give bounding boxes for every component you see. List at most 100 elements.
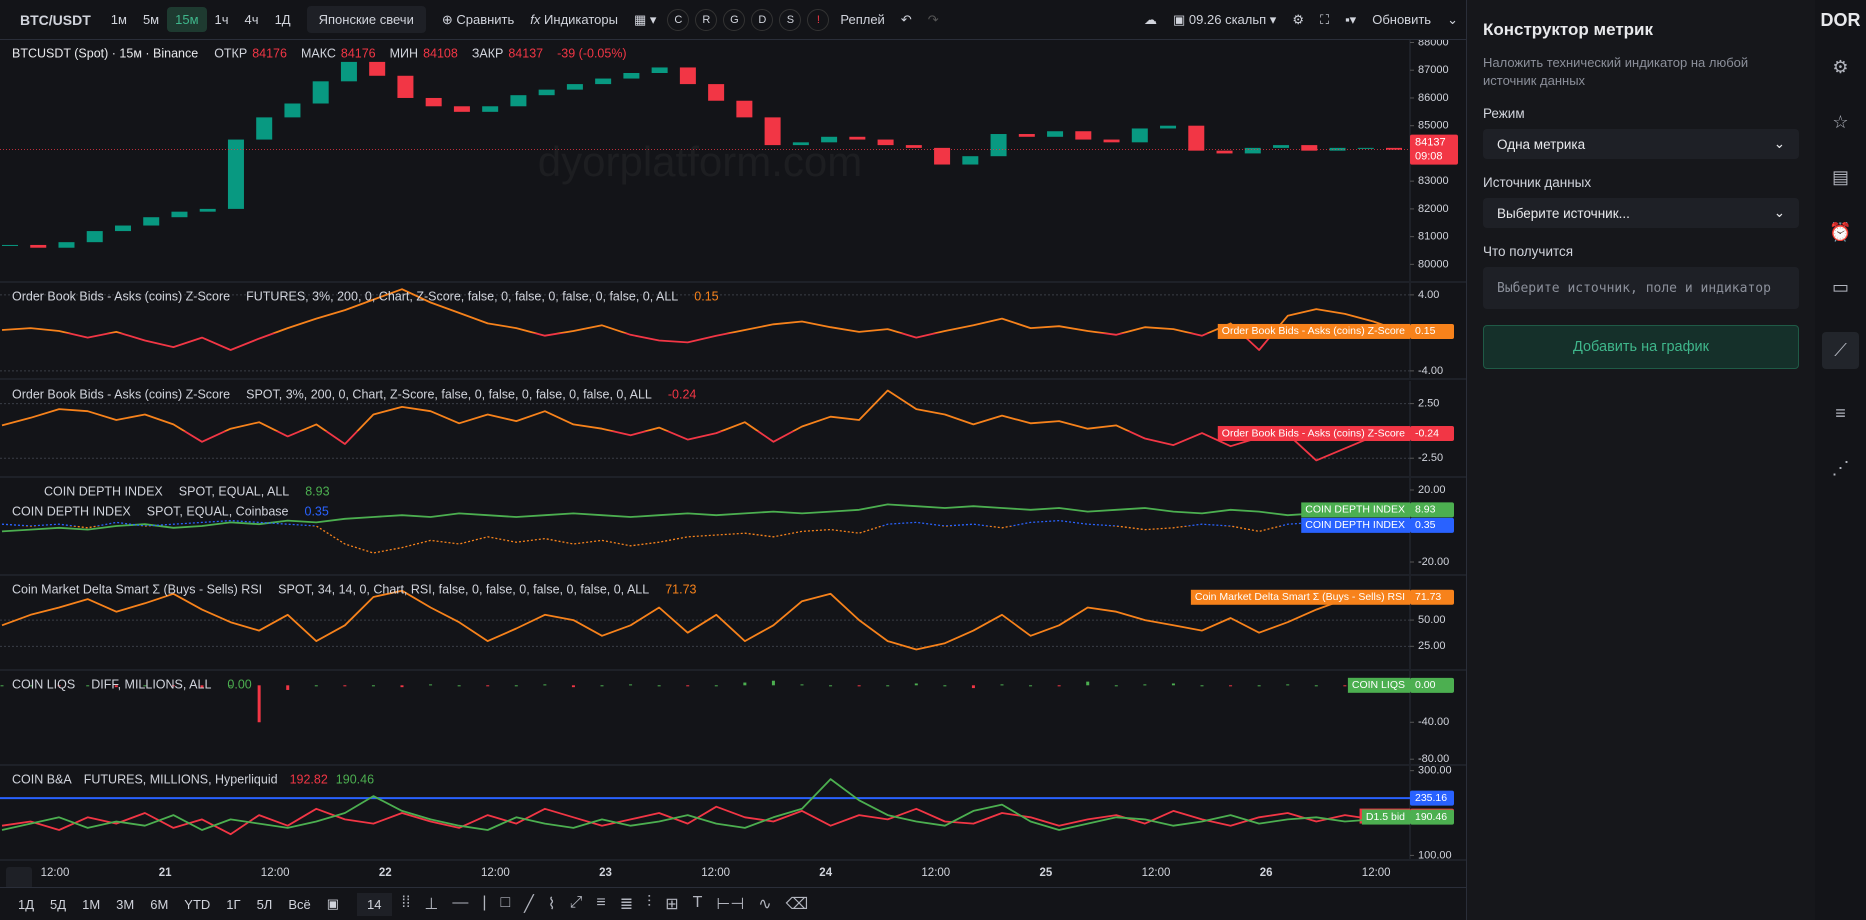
bar (229, 685, 233, 687)
range[interactable]: YTD (184, 896, 211, 912)
bar (257, 685, 261, 723)
tool[interactable]: ⤢ (569, 894, 583, 911)
candle (934, 147, 951, 165)
result-input[interactable]: Выберите источник, поле и индикатор (1483, 267, 1799, 309)
timeframe[interactable]: 1м (110, 12, 127, 27)
legend-name: Order Book Bids - Asks (coins) Z-Score (12, 387, 230, 401)
range[interactable]: 5Л (256, 896, 273, 912)
candle (58, 242, 75, 248)
legend-params: SPOT, 3%, 200, 0, Chart, Z-Score, false,… (246, 387, 652, 401)
timeframe[interactable]: 1ч (214, 12, 229, 27)
range[interactable]: 1Д (18, 896, 35, 912)
chart-area: 80000 81000 82000 83000 85000 86000 87000 88000… (0, 40, 1466, 887)
icon[interactable]: ≡ (1835, 403, 1846, 423)
flag[interactable]: S (779, 8, 802, 31)
tool[interactable]: | (482, 894, 487, 911)
candle (962, 156, 979, 165)
tool[interactable]: ⁞⁞ (401, 894, 411, 911)
icon[interactable]: ⋰ (1831, 458, 1850, 478)
fullscreen[interactable]: ⛶ (1319, 11, 1330, 27)
candle (1047, 131, 1064, 137)
bar (1171, 683, 1175, 686)
tool[interactable]: T (692, 894, 703, 911)
icon[interactable]: ▭ (1831, 277, 1849, 297)
tool[interactable]: ⌫ (785, 896, 809, 913)
tool[interactable]: ⊢⊣ (716, 896, 745, 913)
pane-title: COIN B&A (12, 772, 72, 786)
icon[interactable]: ⚙ (1832, 57, 1849, 77)
time-label: 22 (379, 867, 392, 879)
series-line (1, 389, 1403, 462)
bar (29, 685, 33, 687)
time-label: 21 (159, 867, 172, 879)
tool[interactable]: ≡ (596, 894, 606, 911)
y-tick-label: 80000 (1418, 258, 1449, 270)
y-tick-label: 2.50 (1418, 398, 1439, 410)
mode-select[interactable]: Одна метрика ⌄ (1483, 129, 1799, 159)
timeframe[interactable]: 15м (167, 7, 207, 32)
chart-style[interactable]: Японские свечи (306, 6, 426, 33)
symbol[interactable]: BTC/USDT (20, 11, 91, 28)
candle (651, 67, 668, 74)
days[interactable]: 14 (357, 892, 392, 916)
time-label: 25 (1040, 867, 1053, 879)
flag[interactable]: ! (807, 8, 830, 31)
range[interactable]: 3М (116, 896, 135, 912)
compare[interactable]: ⊕ Сравнить (441, 11, 515, 27)
tool[interactable]: ╱ (524, 896, 534, 913)
indicators[interactable]: fx Индикаторы (530, 12, 618, 27)
add-button[interactable]: Добавить на график (1483, 325, 1799, 369)
flag[interactable]: R (695, 8, 718, 31)
icon[interactable]: ⟋ (1822, 332, 1859, 369)
candle (566, 84, 583, 90)
update[interactable]: Обновить (1372, 12, 1432, 27)
range[interactable]: 1М (82, 896, 101, 912)
tool[interactable]: ≣ (619, 896, 634, 913)
redo[interactable]: ↷ (927, 11, 939, 27)
tool[interactable]: — (452, 894, 469, 911)
y-tick-label: 88000 (1418, 40, 1449, 48)
layout-grid[interactable]: ▦ ▾ (633, 11, 657, 27)
stat-value: 84176 (341, 46, 376, 60)
tool[interactable]: ⫶ (647, 894, 652, 911)
timeframe[interactable]: 4ч (244, 12, 259, 27)
timeframe[interactable]: 5м (142, 12, 160, 27)
flag[interactable]: G (723, 8, 746, 31)
tool[interactable]: ⊞ (665, 896, 679, 913)
candle (595, 78, 612, 85)
cloud[interactable]: ☁ (1144, 11, 1158, 27)
icon[interactable]: ☆ (1832, 112, 1849, 132)
candle (1216, 150, 1233, 154)
icon[interactable]: ▤ (1831, 167, 1849, 187)
replay[interactable]: Реплей (840, 12, 885, 27)
tag-box (1410, 589, 1454, 605)
tag-name-box (1301, 502, 1410, 518)
bar (800, 684, 804, 686)
range[interactable]: 5Д (50, 896, 67, 912)
candle (114, 225, 131, 232)
tool[interactable]: ⊥ (424, 896, 439, 913)
tool[interactable]: □ (500, 894, 511, 911)
tool[interactable]: ⌇ (547, 896, 556, 913)
bar (171, 685, 175, 687)
timeframe[interactable]: 1Д (274, 12, 291, 27)
source-select[interactable]: Выберите источник... ⌄ (1483, 198, 1799, 228)
tag-value: 0.35 (1415, 519, 1436, 531)
settings[interactable]: ⚙ (1292, 11, 1304, 27)
undo[interactable]: ↶ (900, 11, 912, 27)
collapse[interactable]: ⌄ (1447, 11, 1458, 27)
icon[interactable]: ⏰ (1829, 222, 1852, 242)
tool[interactable]: ∿ (758, 896, 772, 913)
range[interactable]: 6М (150, 896, 169, 912)
calendar[interactable]: ▣ (326, 896, 340, 911)
bar (343, 685, 347, 687)
flag[interactable]: D (751, 8, 774, 31)
candle (453, 106, 470, 112)
range[interactable]: Всё (288, 896, 311, 912)
layout-select[interactable]: ▣ 09.26 скальп ▾ (1173, 11, 1277, 27)
candle (171, 211, 188, 218)
time-label: 12:00 (921, 867, 950, 879)
flag[interactable]: C (667, 8, 690, 31)
snapshot[interactable]: ▪▾ (1345, 11, 1357, 27)
range[interactable]: 1Г (226, 896, 241, 912)
